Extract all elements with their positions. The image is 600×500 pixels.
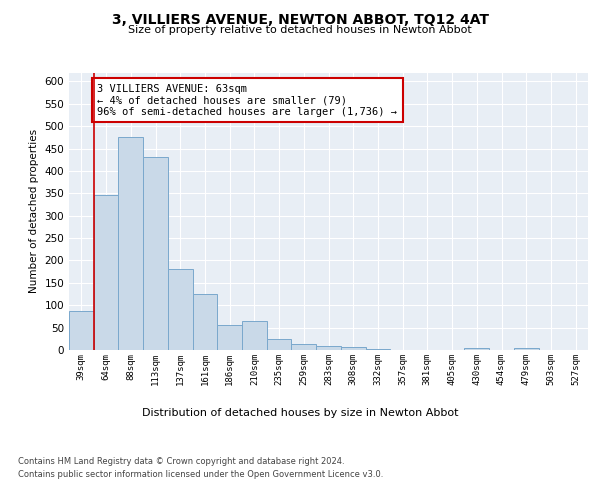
Bar (69, 310, 94, 350)
Y-axis label: Number of detached properties: Number of detached properties (29, 129, 39, 294)
Bar (316, 346, 341, 350)
Bar (168, 269, 193, 350)
Text: 3 VILLIERS AVENUE: 63sqm
← 4% of detached houses are smaller (79)
96% of semi-de: 3 VILLIERS AVENUE: 63sqm ← 4% of detache… (97, 84, 397, 117)
Bar (341, 347, 365, 350)
Bar (193, 294, 217, 350)
Bar (292, 344, 316, 350)
Bar (365, 348, 390, 350)
Bar (217, 326, 242, 350)
Text: 3, VILLIERS AVENUE, NEWTON ABBOT, TQ12 4AT: 3, VILLIERS AVENUE, NEWTON ABBOT, TQ12 4… (112, 12, 488, 26)
Bar (464, 348, 489, 350)
Text: Contains public sector information licensed under the Open Government Licence v3: Contains public sector information licen… (18, 470, 383, 479)
Bar (118, 136, 143, 350)
Text: Distribution of detached houses by size in Newton Abbot: Distribution of detached houses by size … (142, 408, 458, 418)
Text: Contains HM Land Registry data © Crown copyright and database right 2024.: Contains HM Land Registry data © Crown c… (18, 458, 344, 466)
Bar (143, 156, 168, 350)
Bar (514, 348, 539, 350)
Bar (242, 321, 267, 350)
Bar (267, 339, 292, 350)
Text: Size of property relative to detached houses in Newton Abbot: Size of property relative to detached ho… (128, 25, 472, 35)
Bar (94, 194, 118, 350)
